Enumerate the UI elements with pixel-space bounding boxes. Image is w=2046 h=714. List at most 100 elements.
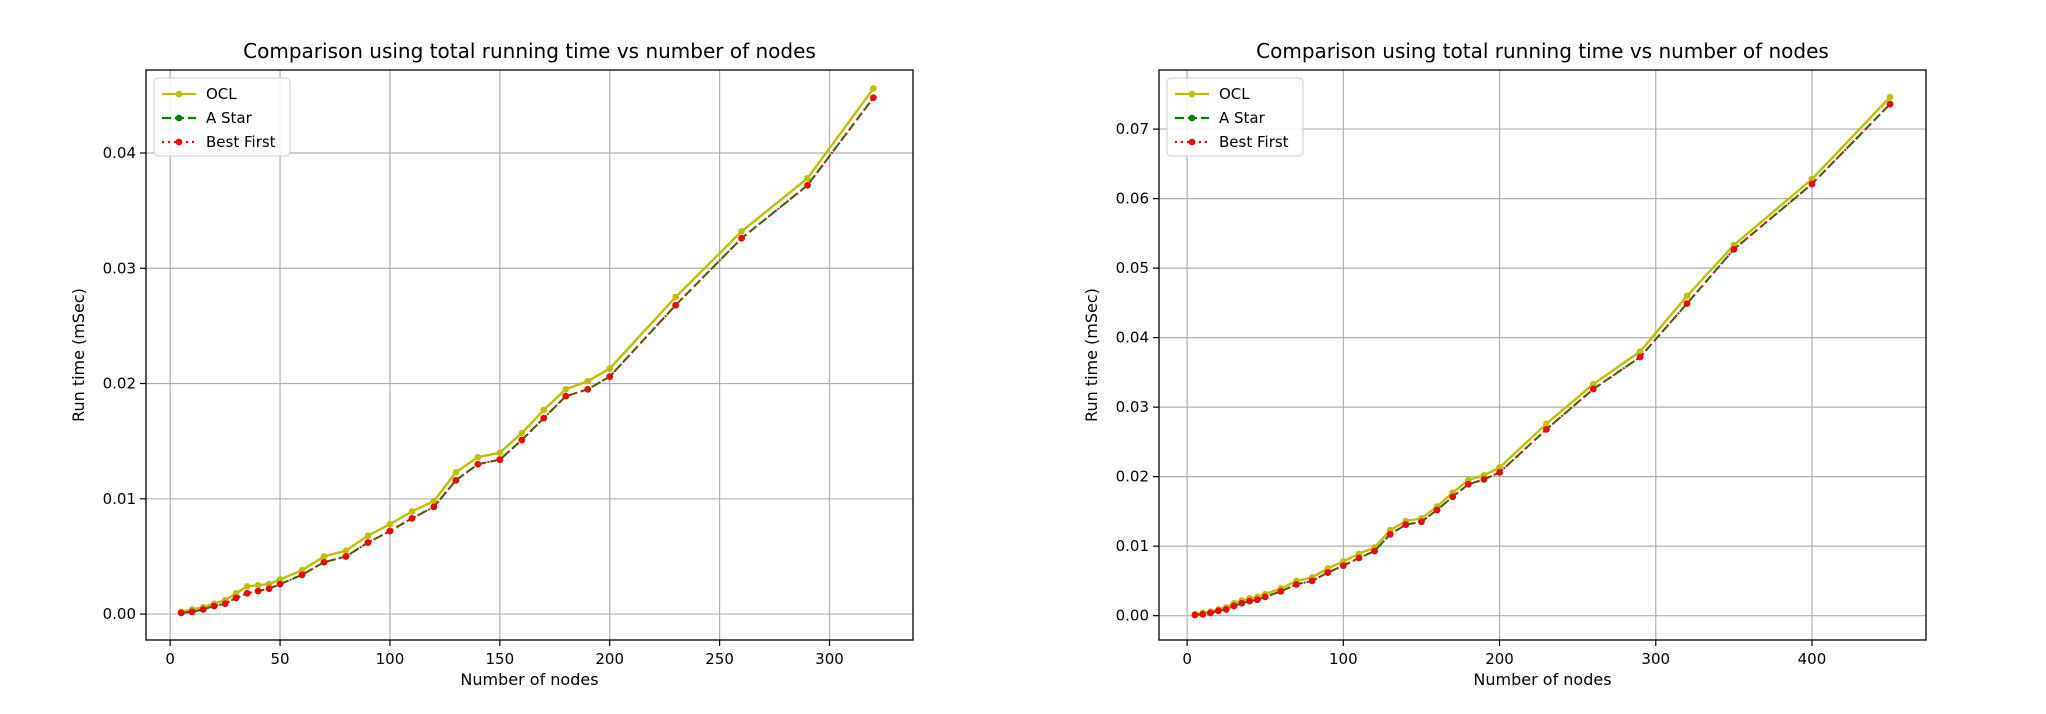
- y-tick-label: 0.07: [1116, 120, 1149, 138]
- data-point: [804, 175, 811, 182]
- data-point: [1246, 597, 1253, 605]
- data-point: [1261, 593, 1269, 601]
- data-point: [738, 234, 745, 242]
- data-point: [276, 576, 284, 583]
- data-point: [298, 571, 306, 579]
- data-point: [430, 497, 438, 505]
- data-point: [386, 520, 394, 528]
- legend-marker: [175, 90, 183, 98]
- data-point: [1191, 611, 1199, 619]
- y-tick-label: 0.04: [1116, 329, 1149, 347]
- legend-marker: [1188, 138, 1196, 146]
- data-point: [243, 583, 251, 590]
- legend-label: OCL: [206, 85, 237, 103]
- x-tick-label: 0: [1182, 650, 1192, 668]
- axes-frame: [1158, 69, 1927, 641]
- x-axis-label: Number of nodes: [460, 670, 598, 689]
- data-point: [584, 377, 592, 385]
- data-point: [496, 449, 504, 456]
- plot-area: [1159, 70, 1926, 640]
- x-tick-label: 100: [376, 650, 405, 668]
- data-point: [364, 539, 372, 546]
- y-tick-label: 0.01: [103, 490, 136, 508]
- legend-label: OCL: [1219, 85, 1250, 103]
- data-point: [1238, 599, 1246, 607]
- data-point: [540, 406, 548, 414]
- x-tick-label: 200: [1485, 650, 1514, 668]
- chart-title: Comparison using total running time vs n…: [1256, 39, 1829, 63]
- data-point: [1683, 300, 1691, 307]
- data-point: [1496, 464, 1503, 471]
- data-point: [232, 590, 240, 597]
- data-point: [1199, 610, 1207, 618]
- x-tick-label: 150: [486, 650, 515, 668]
- data-point: [1886, 100, 1894, 108]
- y-tick-label: 0.03: [1116, 398, 1149, 416]
- y-tick-label: 0.00: [1116, 607, 1149, 625]
- data-point: [430, 503, 438, 511]
- data-point: [540, 414, 548, 422]
- data-point: [188, 608, 196, 616]
- data-point: [1222, 606, 1230, 613]
- data-point: [1324, 569, 1332, 576]
- x-tick-label: 300: [815, 650, 844, 668]
- legend-label: A Star: [1219, 109, 1266, 127]
- x-tick-label: 100: [1329, 650, 1358, 668]
- y-tick-label: 0.02: [1116, 468, 1149, 486]
- data-point: [870, 94, 877, 101]
- legend-label: Best First: [206, 133, 276, 151]
- data-point: [177, 609, 185, 617]
- data-point: [1730, 246, 1738, 253]
- data-point: [474, 460, 482, 468]
- data-point: [1386, 531, 1394, 538]
- data-point: [870, 85, 877, 92]
- y-tick-label: 0.06: [1116, 190, 1149, 208]
- data-point: [1207, 609, 1214, 617]
- legend-marker: [1188, 114, 1196, 122]
- data-point: [1589, 385, 1597, 393]
- data-point: [265, 585, 273, 593]
- data-point: [1496, 469, 1503, 476]
- data-point: [1886, 93, 1894, 101]
- y-tick-label: 0.04: [103, 144, 136, 162]
- data-point: [474, 454, 482, 461]
- data-point: [1683, 292, 1691, 300]
- data-point: [298, 566, 306, 574]
- data-point: [1543, 426, 1550, 433]
- data-point: [1808, 180, 1816, 188]
- data-point: [320, 553, 328, 560]
- data-point: [254, 581, 262, 589]
- axes-frame: [145, 69, 914, 641]
- data-point: [210, 602, 218, 610]
- data-point: [386, 527, 394, 535]
- data-point: [518, 436, 526, 444]
- data-point: [1230, 602, 1238, 610]
- data-point: [496, 456, 504, 463]
- data-point: [342, 553, 350, 560]
- data-point: [1449, 493, 1456, 501]
- data-point: [1355, 554, 1363, 562]
- data-point: [1371, 547, 1378, 555]
- data-point: [1480, 476, 1488, 483]
- data-point: [320, 558, 328, 566]
- series-line-best-first: [1194, 103, 1891, 616]
- data-point: [1293, 581, 1300, 588]
- data-point: [804, 181, 811, 189]
- y-tick-label: 0.03: [103, 259, 136, 277]
- data-point: [452, 468, 460, 476]
- data-point: [1543, 420, 1550, 428]
- legend-box: [153, 77, 291, 157]
- legend-box: [1166, 77, 1304, 157]
- legend-marker: [175, 114, 183, 122]
- x-tick-label: 250: [705, 650, 734, 668]
- data-point: [1418, 518, 1425, 526]
- x-tick-label: 400: [1798, 650, 1827, 668]
- y-axis-label: Run time (mSec): [69, 288, 88, 422]
- data-point: [1636, 348, 1644, 355]
- x-tick-label: 50: [271, 650, 290, 668]
- data-point: [1277, 588, 1285, 595]
- data-point: [562, 385, 570, 393]
- x-axis-label: Number of nodes: [1473, 670, 1611, 689]
- data-point: [584, 385, 592, 393]
- x-tick-label: 200: [595, 650, 624, 668]
